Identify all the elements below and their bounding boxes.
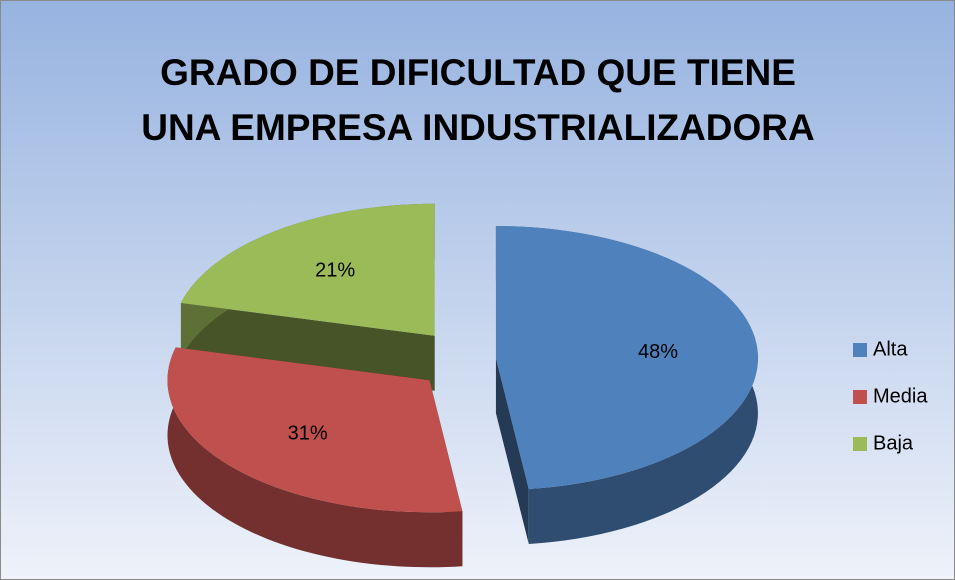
slice-wall (495, 358, 529, 545)
slice-side (167, 347, 463, 568)
legend-swatch (853, 343, 867, 357)
chart-title: GRADO DE DIFICULTAD QUE TIENE (160, 52, 796, 93)
legend-label: Alta (873, 338, 908, 360)
legend-swatch (853, 390, 867, 404)
legend-label: Baja (873, 432, 914, 454)
slice-top (180, 203, 435, 336)
chart-title: UNA EMPRESA INDUSTRIALIZADORA (141, 107, 815, 148)
slice-top (167, 347, 463, 513)
pie-slice (167, 347, 463, 568)
data-label: 21% (315, 259, 355, 281)
legend-label: Media (873, 385, 928, 407)
pie-slice (180, 203, 435, 391)
slice-wall (180, 302, 435, 391)
data-label: 31% (288, 423, 328, 445)
slice-top (495, 226, 758, 490)
data-label: 48% (638, 341, 678, 363)
legend-swatch (853, 437, 867, 451)
pie-slice (495, 226, 758, 545)
